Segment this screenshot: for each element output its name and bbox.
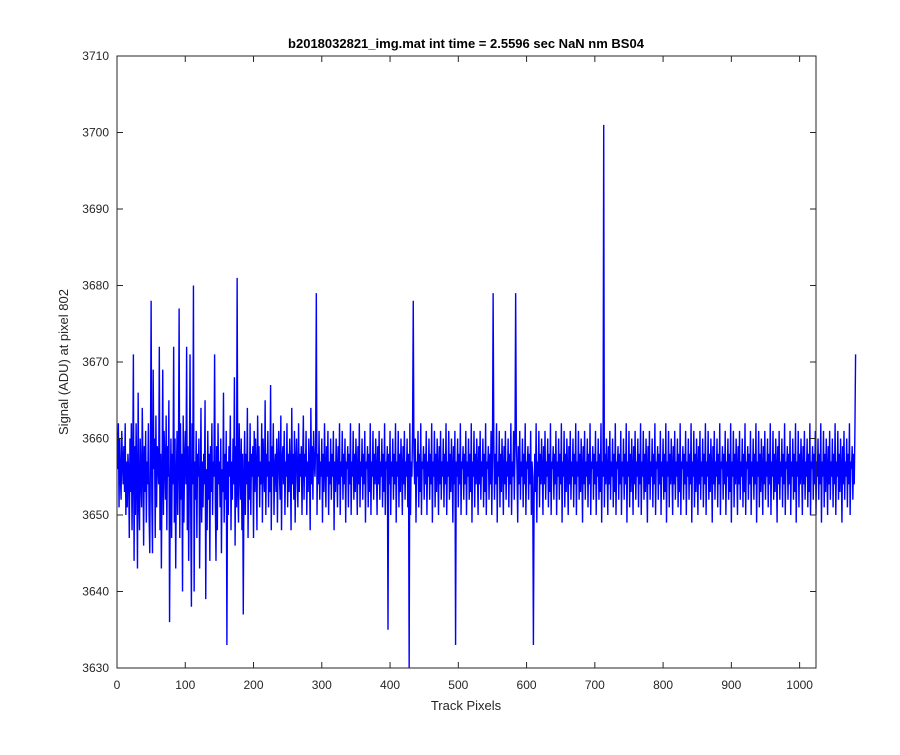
y-tick-label: 3680: [82, 279, 109, 293]
y-tick-label: 3700: [82, 126, 109, 140]
y-axis-label: Signal (ADU) at pixel 802: [56, 289, 71, 435]
y-tick-label: 3630: [82, 661, 109, 675]
plot-area: [117, 56, 816, 668]
y-tick-label: 3660: [82, 432, 109, 446]
x-tick-label: 500: [448, 678, 468, 692]
y-tick-label: 3690: [82, 202, 109, 216]
x-tick-label: 400: [380, 678, 400, 692]
y-tick-label: 3710: [82, 49, 109, 63]
y-tick-label: 3670: [82, 355, 109, 369]
ticks-layer: 0 100 200 300 400 500 600 700 800 900 1000 3630 3640…: [82, 49, 816, 692]
x-tick-label: 0: [114, 678, 121, 692]
x-tick-label: 700: [585, 678, 605, 692]
x-tick-label: 800: [653, 678, 673, 692]
x-tick-label: 600: [517, 678, 537, 692]
x-axis-label: Track Pixels: [431, 698, 502, 713]
y-tick-label: 3640: [82, 585, 109, 599]
x-tick-label: 900: [721, 678, 741, 692]
chart-title: b2018032821_img.mat int time = 2.5596 se…: [288, 36, 645, 51]
x-tick-label: 200: [244, 678, 264, 692]
x-tick-label: 1000: [786, 678, 813, 692]
x-tick-label: 300: [312, 678, 332, 692]
series-layer: [116, 124, 857, 669]
series-line-0: [116, 124, 857, 669]
y-tick-label: 3650: [82, 508, 109, 522]
x-tick-label: 100: [175, 678, 195, 692]
